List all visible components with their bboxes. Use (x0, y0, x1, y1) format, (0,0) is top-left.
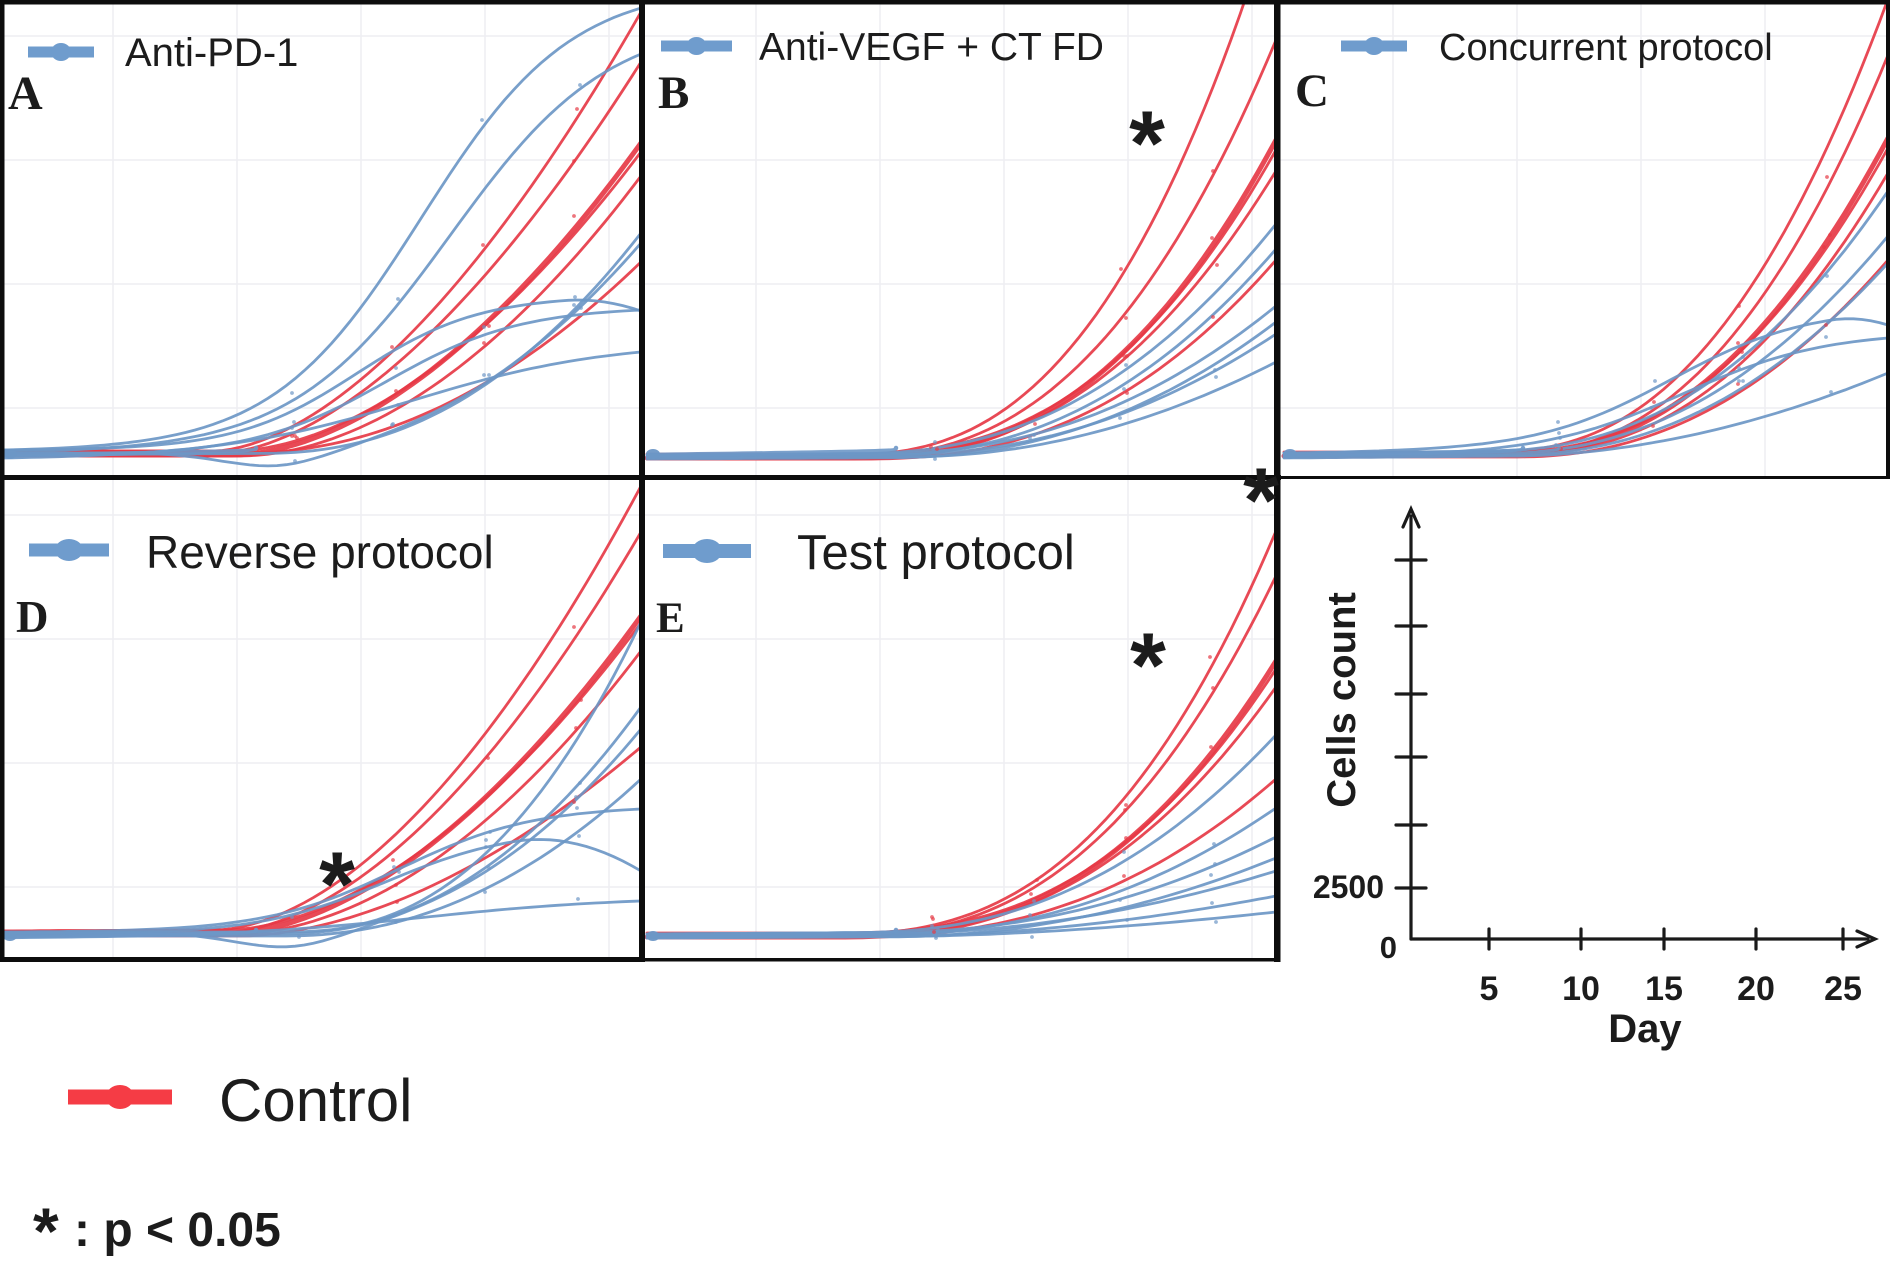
svg-text:15: 15 (1645, 970, 1683, 1008)
svg-text:25: 25 (1824, 970, 1862, 1008)
svg-text:* : p < 0.05: * : p < 0.05 (33, 1194, 281, 1268)
svg-text:B: B (658, 67, 689, 119)
svg-text:Test protocol: Test protocol (797, 526, 1075, 580)
svg-text:Reverse protocol: Reverse protocol (146, 526, 494, 578)
svg-text:D: D (16, 592, 49, 642)
svg-text:Day: Day (1608, 1007, 1682, 1051)
svg-text:*: * (319, 834, 355, 936)
svg-text:C: C (1295, 65, 1329, 117)
svg-text:5: 5 (1480, 970, 1499, 1008)
svg-text:10: 10 (1562, 970, 1600, 1008)
svg-text:E: E (656, 595, 685, 642)
svg-text:*: * (1130, 615, 1166, 717)
svg-text:Anti-PD-1: Anti-PD-1 (125, 31, 298, 75)
svg-text:*: * (1243, 450, 1279, 552)
svg-text:A: A (8, 67, 43, 120)
svg-text:2500: 2500 (1313, 869, 1384, 905)
svg-text:20: 20 (1737, 970, 1775, 1008)
svg-text:Concurrent protocol: Concurrent protocol (1439, 27, 1773, 69)
svg-text:Cells count: Cells count (1320, 592, 1364, 808)
svg-text:Anti-VEGF + CT FD: Anti-VEGF + CT FD (759, 26, 1104, 69)
svg-text:0: 0 (1380, 930, 1397, 965)
svg-text:*: * (1129, 93, 1165, 195)
svg-text:Control: Control (219, 1067, 412, 1134)
